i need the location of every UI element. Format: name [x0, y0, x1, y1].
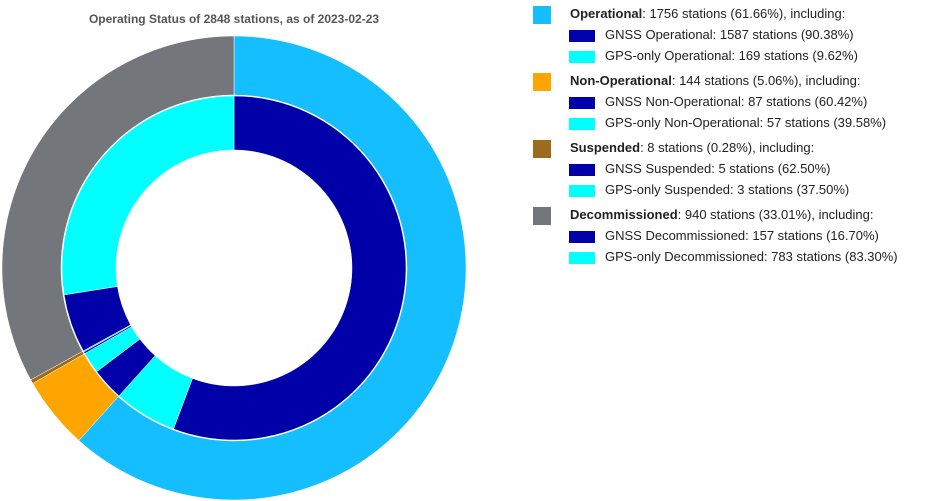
legend-swatch [569, 51, 595, 63]
legend-label: GNSS Decommissioned: 157 stations (16.70… [605, 228, 879, 243]
legend-swatch [569, 252, 595, 264]
legend-value: : 144 stations (5.06%), including: [672, 73, 861, 88]
legend-swatch [533, 73, 551, 91]
outer-segment [1, 35, 235, 381]
inner-segment [61, 95, 235, 296]
legend-value: : 1587 stations (90.38%) [713, 27, 854, 42]
legend-value: : 1756 stations (61.66%), including: [642, 6, 845, 21]
legend-swatch [569, 118, 595, 130]
legend-swatch [533, 6, 551, 24]
legend-label: Operational: 1756 stations (61.66%), inc… [570, 6, 845, 21]
legend-swatch [569, 185, 595, 197]
legend-name: GPS-only Suspended [605, 182, 730, 197]
legend-name: GNSS Non-Operational [605, 94, 741, 109]
legend-name: GPS-only Operational [605, 48, 732, 63]
legend-name: GNSS Decommissioned [605, 228, 745, 243]
legend-label: GPS-only Non-Operational: 57 stations (3… [605, 115, 886, 130]
legend-label: Non-Operational: 144 stations (5.06%), i… [570, 73, 860, 88]
legend-value: : 8 stations (0.28%), including: [640, 140, 814, 155]
legend-name: Operational [570, 6, 642, 21]
legend-swatch [569, 164, 595, 176]
legend-name: GPS-only Decommissioned [605, 249, 764, 264]
legend-value: : 5 stations (62.50%) [711, 161, 830, 176]
chart-title: Operating Status of 2848 stations, as of… [89, 12, 379, 26]
legend-label: GPS-only Decommissioned: 783 stations (8… [605, 249, 898, 264]
legend-label: GPS-only Suspended: 3 stations (37.50%) [605, 182, 849, 197]
legend-value: : 940 stations (33.01%), including: [678, 207, 874, 222]
legend-name: GNSS Suspended [605, 161, 711, 176]
legend-label: GNSS Operational: 1587 stations (90.38%) [605, 27, 854, 42]
inner-segment [173, 95, 407, 441]
legend-value: : 169 stations (9.62%) [731, 48, 857, 63]
legend-value: : 157 stations (16.70%) [745, 228, 879, 243]
legend-swatch [569, 30, 595, 42]
legend-name: Decommissioned [570, 207, 678, 222]
legend-label: GNSS Suspended: 5 stations (62.50%) [605, 161, 830, 176]
legend-value: : 87 stations (60.42%) [741, 94, 867, 109]
legend-name: GPS-only Non-Operational [605, 115, 760, 130]
legend-name: Suspended [570, 140, 640, 155]
legend-label: Suspended: 8 stations (0.28%), including… [570, 140, 814, 155]
legend-swatch [533, 140, 551, 158]
legend-swatch [569, 231, 595, 243]
legend-name: GNSS Operational [605, 27, 713, 42]
legend-value: : 3 stations (37.50%) [730, 182, 849, 197]
legend-label: GPS-only Operational: 169 stations (9.62… [605, 48, 858, 63]
legend-value: : 783 stations (83.30%) [764, 249, 898, 264]
legend-label: GNSS Non-Operational: 87 stations (60.42… [605, 94, 867, 109]
outer-segment [78, 35, 467, 501]
legend-label: Decommissioned: 940 stations (33.01%), i… [570, 207, 874, 222]
legend-swatch [569, 97, 595, 109]
legend-value: : 57 stations (39.58%) [760, 115, 886, 130]
legend-name: Non-Operational [570, 73, 672, 88]
legend-swatch [533, 207, 551, 225]
